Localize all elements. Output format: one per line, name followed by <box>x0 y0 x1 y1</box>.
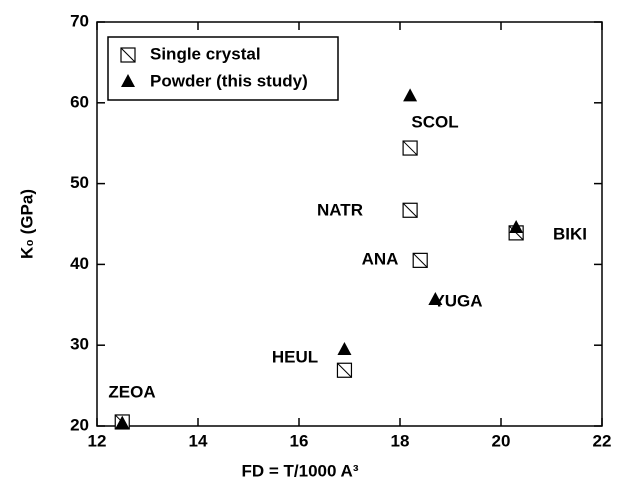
point-label: NATR <box>317 200 363 219</box>
point <box>412 252 428 268</box>
legend-label: Powder (this study) <box>150 71 308 90</box>
plot-frame <box>96 21 603 427</box>
y-tick-label: 30 <box>70 335 89 354</box>
legend-marker <box>121 74 135 87</box>
x-tick-label: 14 <box>189 431 208 450</box>
y-tick-label: 50 <box>70 173 89 192</box>
point-label: BIKI <box>553 224 587 243</box>
point <box>336 362 353 378</box>
y-tick-label: 70 <box>70 11 89 30</box>
point-label: ZEOA <box>108 382 155 401</box>
point <box>402 202 418 218</box>
y-tick-label: 60 <box>70 92 89 111</box>
point-label: YUGA <box>433 291 482 310</box>
point <box>428 291 443 305</box>
point <box>115 415 130 429</box>
x-tick-label: 22 <box>593 431 612 450</box>
y-tick-label: 20 <box>70 415 89 434</box>
legend-box <box>107 36 339 101</box>
x-axis-label: FD = T/1000 A³ <box>242 461 359 480</box>
point-label: ANA <box>362 249 399 268</box>
y-axis-label: K₀ (GPa) <box>17 189 36 259</box>
point-label: SCOL <box>411 112 458 131</box>
x-tick-label: 18 <box>391 431 410 450</box>
point <box>403 88 418 102</box>
x-tick-label: 16 <box>290 431 309 450</box>
point <box>337 342 352 356</box>
point <box>509 220 524 234</box>
y-tick-label: 40 <box>70 254 89 273</box>
legend-marker <box>120 47 136 63</box>
point-label: HEUL <box>272 347 318 366</box>
x-tick-label: 20 <box>492 431 511 450</box>
x-tick-label: 12 <box>88 431 107 450</box>
legend-label: Single crystal <box>150 44 261 63</box>
point <box>402 140 418 156</box>
